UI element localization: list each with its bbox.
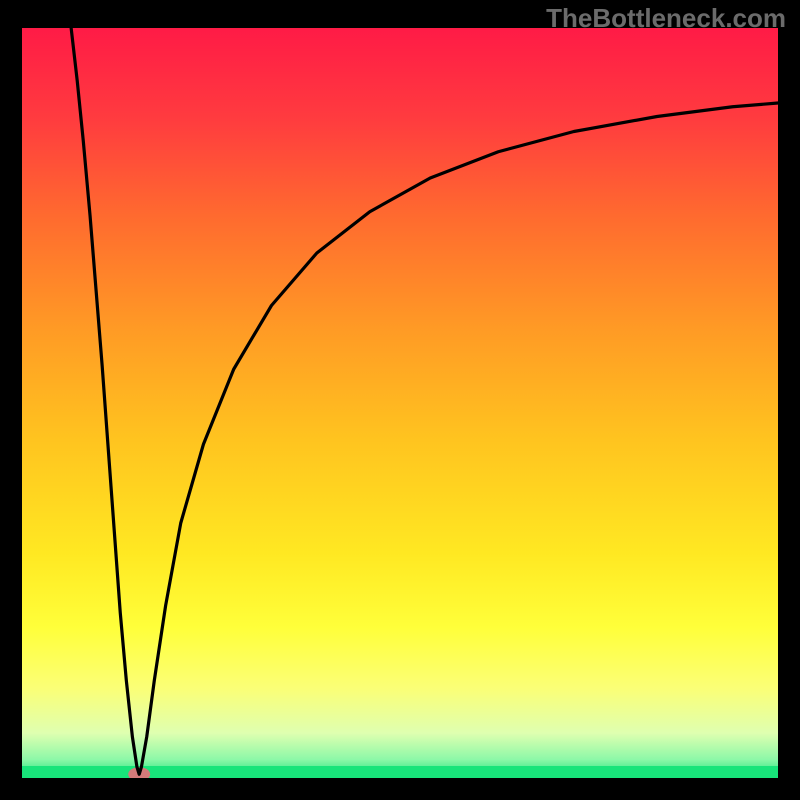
watermark-text: TheBottleneck.com xyxy=(546,3,786,34)
bottleneck-curve-path xyxy=(71,28,778,774)
chart-container: { "watermark": { "text": "TheBottleneck.… xyxy=(0,0,800,800)
plot-area xyxy=(22,28,778,778)
curve-svg xyxy=(22,28,778,778)
